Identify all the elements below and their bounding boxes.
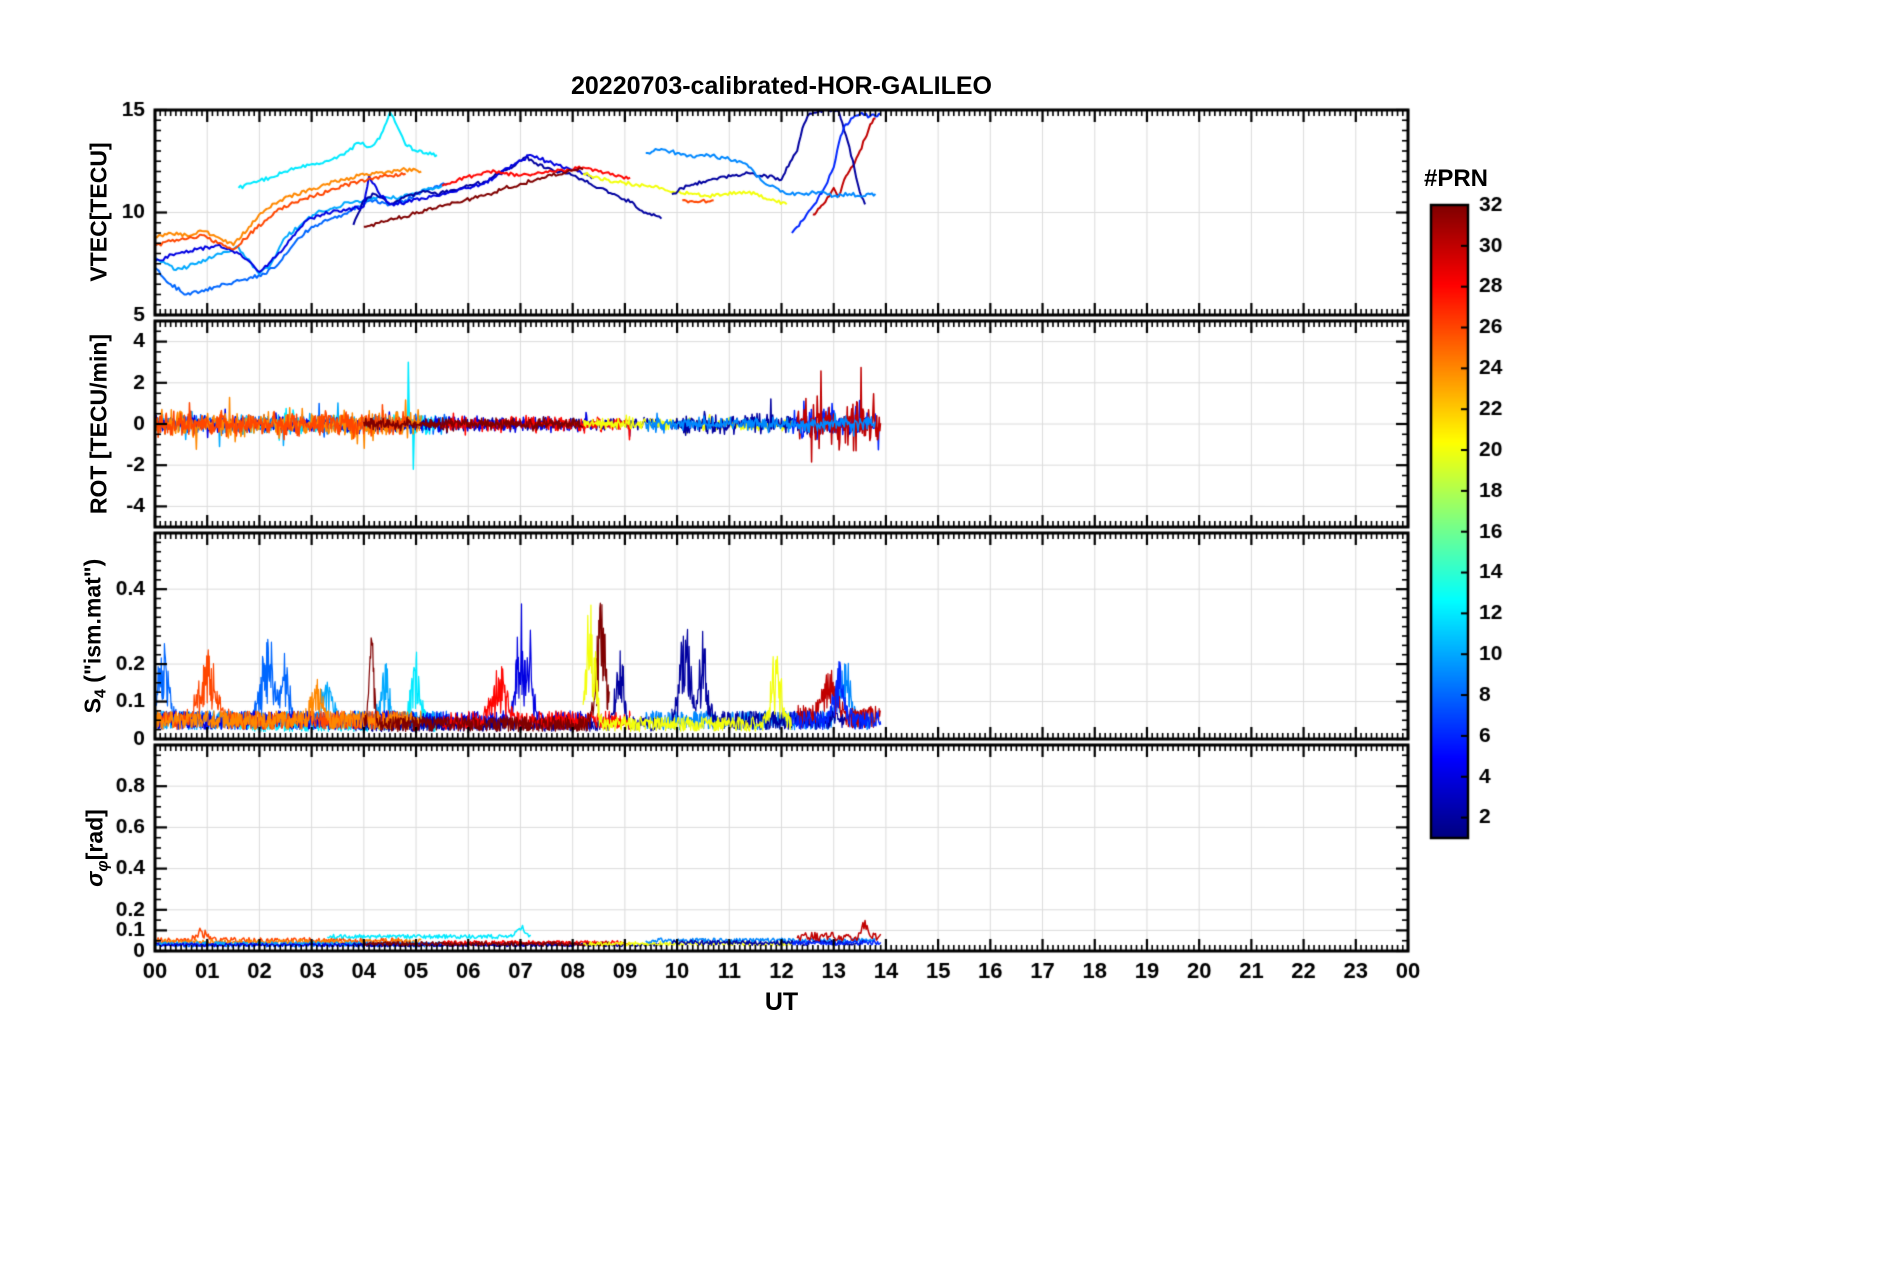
s4-suffix: ("ism.mat") [79, 558, 106, 690]
s4-symbol: S [79, 698, 106, 714]
ylabel-rot: ROT [TECU/min] [85, 333, 112, 515]
chart-title: 20220703-calibrated-HOR-GALILEO [571, 72, 992, 100]
phi-subscript: φ [94, 860, 112, 872]
s4-subscript: 4 [92, 689, 110, 699]
colorbar-title: #PRN [1423, 165, 1489, 192]
ylabel-sigma-phi: σφ[rad] [82, 809, 113, 887]
sigma-symbol: σ [81, 871, 108, 887]
ylabel-s4: S4 ("ism.mat") [80, 559, 111, 714]
ylabel-vtec: VTEC[TECU] [85, 142, 112, 282]
xlabel-ut: UT [764, 988, 799, 1016]
sigma-suffix: [rad] [81, 809, 108, 861]
